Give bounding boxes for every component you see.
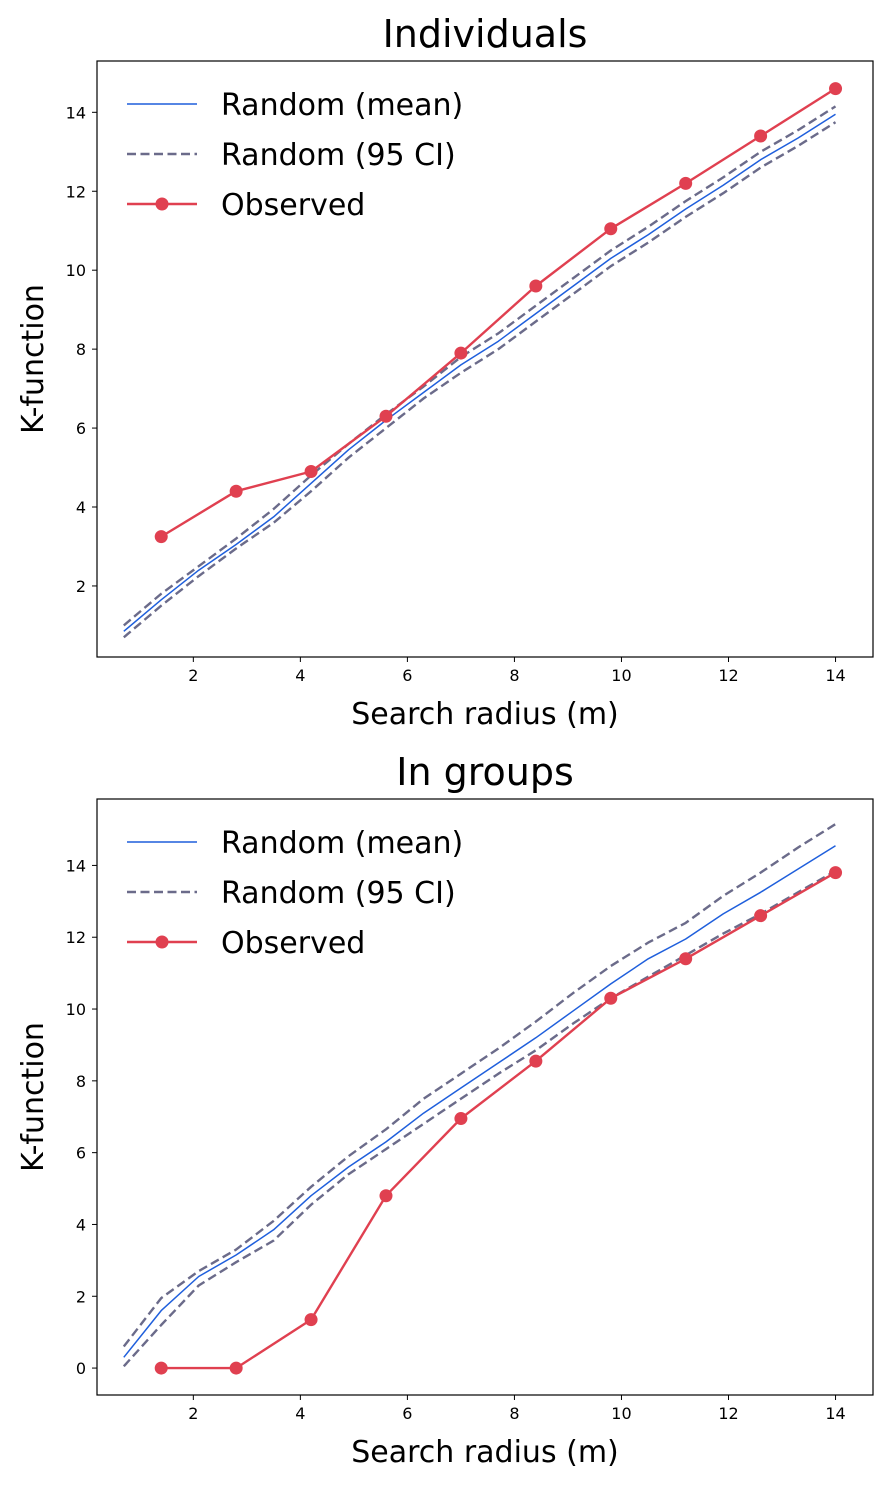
x-tick-label: 4 (295, 666, 305, 685)
y-tick-label: 12 (66, 928, 86, 947)
x-tick-label: 12 (718, 1404, 738, 1423)
y-tick-label: 2 (76, 1287, 86, 1306)
x-tick-label: 14 (825, 666, 845, 685)
chart-title: Individuals (383, 12, 588, 56)
y-tick-label: 4 (76, 498, 86, 517)
observed-point (529, 279, 543, 293)
observed-point (829, 82, 843, 96)
series-random-mean-line (123, 113, 836, 632)
observed-point (304, 1313, 318, 1327)
observed-point (679, 176, 693, 190)
legend-label: Random (95 CI) (221, 876, 456, 911)
x-tick-label: 8 (509, 1404, 519, 1423)
series-random-ci-line (122, 823, 837, 1348)
x-tick-label: 12 (718, 666, 738, 685)
legend: Random (mean) Random (95 CI) Observed (127, 826, 463, 961)
x-tick-label: 6 (402, 1404, 412, 1423)
legend-label: Observed (221, 926, 365, 961)
chart-in-groups: In groups Search radius (m) K-function 2 4 6 8… (16, 750, 874, 1470)
y-axis-label: K-function (16, 1022, 51, 1172)
y-tick-label: 8 (76, 1072, 86, 1091)
observed-point (229, 1361, 243, 1375)
observed-point (529, 1054, 543, 1068)
x-tick-label: 2 (188, 666, 198, 685)
y-tick-label: 10 (66, 261, 86, 280)
y-tick-label: 4 (76, 1215, 86, 1234)
legend: Random (mean) Random (95 CI) Observed (127, 88, 463, 223)
legend-marker-observed (155, 935, 169, 949)
x-tick-label: 6 (402, 666, 412, 685)
observed-point (604, 991, 618, 1005)
legend-label: Random (95 CI) (221, 138, 456, 173)
x-axis-label: Search radius (m) (351, 1435, 619, 1470)
series-random-ci-line (123, 121, 837, 639)
observed-point (454, 346, 468, 360)
y-tick-label: 2 (76, 577, 86, 596)
legend-label: Observed (221, 188, 365, 223)
x-tick-label: 10 (611, 666, 631, 685)
plot-frame (96, 60, 874, 658)
observed-point (754, 129, 768, 143)
legend-label: Random (mean) (221, 826, 463, 861)
legend-label: Random (mean) (221, 88, 463, 123)
x-tick-label: 2 (188, 1404, 198, 1423)
observed-point (829, 866, 843, 880)
x-tick-label: 14 (825, 1404, 845, 1423)
y-tick-label: 0 (76, 1359, 86, 1378)
series-observed-line (161, 871, 837, 1370)
chart-title: In groups (396, 750, 574, 794)
series-random-ci-line (122, 869, 837, 1368)
observed-point (379, 1189, 393, 1203)
y-tick-label: 14 (66, 103, 86, 122)
y-tick-label: 6 (76, 1144, 86, 1163)
y-tick-label: 6 (76, 419, 86, 438)
y-tick-label: 14 (66, 856, 86, 875)
chart-individuals: Individuals Search radius (m) K-function 2 4… (16, 12, 874, 732)
observed-point (754, 909, 768, 923)
y-axis-label: K-function (16, 284, 51, 434)
y-tick-label: 12 (66, 182, 86, 201)
series-random-ci-line (123, 105, 837, 627)
plot-frame (96, 798, 874, 1396)
observed-point (679, 952, 693, 966)
observed-point (454, 1112, 468, 1126)
observed-point (154, 530, 168, 544)
observed-point (154, 1361, 168, 1375)
y-tick-label: 8 (76, 340, 86, 359)
observed-point (304, 464, 318, 478)
observed-point (379, 409, 393, 423)
x-tick-label: 4 (295, 1404, 305, 1423)
series-observed-line (160, 87, 837, 538)
observed-point (229, 484, 243, 498)
x-axis-label: Search radius (m) (351, 697, 619, 732)
observed-point (604, 222, 618, 236)
legend-marker-observed (155, 197, 169, 211)
x-tick-label: 10 (611, 1404, 631, 1423)
y-tick-label: 10 (66, 1000, 86, 1019)
x-tick-label: 8 (509, 666, 519, 685)
series-random-mean-line (123, 845, 836, 1358)
